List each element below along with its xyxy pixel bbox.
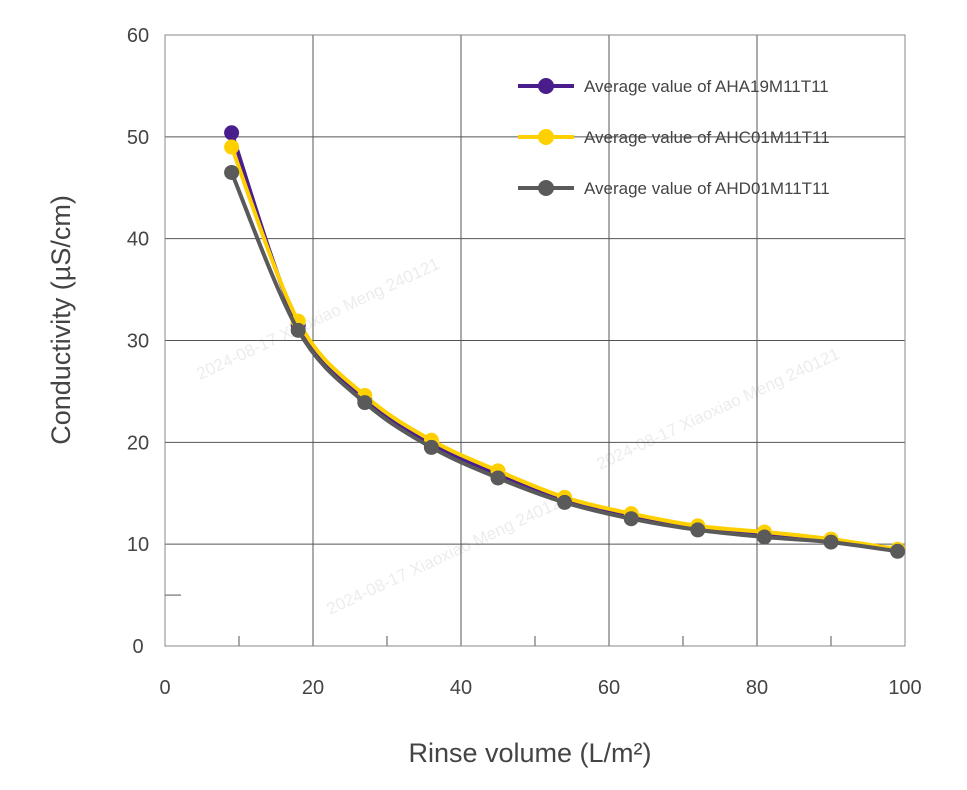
x-tick-label: 20	[302, 677, 324, 699]
data-point	[557, 494, 573, 510]
legend-marker	[538, 180, 554, 196]
axes: 0 10 20 30 40 50 60 0 20 40 60 80 100	[127, 25, 922, 699]
data-point	[224, 139, 240, 155]
legend: Average value of AHA19M11T11 Average valu…	[518, 77, 830, 198]
x-axis-title: Rinse volume (L/m²)	[408, 738, 651, 768]
data-point	[756, 529, 772, 545]
series-line	[229, 171, 898, 554]
data-point	[690, 522, 706, 538]
legend-marker	[538, 129, 554, 145]
y-tick-label: 60	[127, 25, 149, 47]
legend-label: Average value of AHD01M11T11	[584, 179, 830, 198]
legend-item: Average value of AHD01M11T11	[518, 179, 830, 198]
y-tick-label: 50	[127, 127, 149, 149]
x-tick-label: 100	[888, 677, 921, 699]
legend-item: Average value of AHC01M11T11	[518, 128, 830, 147]
data-point	[357, 395, 373, 411]
data-point	[290, 322, 306, 338]
data-point	[890, 543, 906, 559]
legend-item: Average value of AHA19M11T11	[518, 77, 829, 96]
data-point	[623, 511, 639, 527]
data-point	[423, 439, 439, 455]
x-tick-label: 40	[450, 677, 472, 699]
y-tick-label: 40	[127, 229, 149, 251]
series-line	[229, 146, 898, 552]
x-tick-label: 60	[598, 677, 620, 699]
x-tick-label: 80	[746, 677, 768, 699]
x-tick-label: 0	[159, 677, 170, 699]
data-point	[224, 164, 240, 180]
series-group	[224, 125, 906, 559]
watermark-text: 2024-08-17 Xiaoxiao Meng 240121	[194, 254, 443, 383]
legend-label: Average value of AHC01M11T11	[584, 128, 830, 147]
y-tick-label: 10	[127, 534, 149, 556]
series-3	[224, 164, 906, 559]
grid	[165, 34, 905, 646]
y-tick-label: 0	[132, 636, 143, 658]
plot-frame	[164, 34, 906, 647]
watermark-text: 2024-08-17 Xiaoxiao Meng 240121	[324, 489, 573, 618]
data-point	[490, 470, 506, 486]
y-tick-label: 20	[127, 432, 149, 454]
y-tick-label: 30	[127, 331, 149, 353]
data-point	[224, 125, 240, 141]
legend-label: Average value of AHA19M11T11	[584, 77, 829, 96]
series-2	[224, 139, 906, 557]
y-axis-title: Conductivity (µS/cm)	[46, 195, 76, 445]
data-point	[823, 534, 839, 550]
watermark-text: 2024-08-17 Xiaoxiao Meng 240121	[594, 344, 843, 473]
legend-marker	[538, 78, 554, 94]
